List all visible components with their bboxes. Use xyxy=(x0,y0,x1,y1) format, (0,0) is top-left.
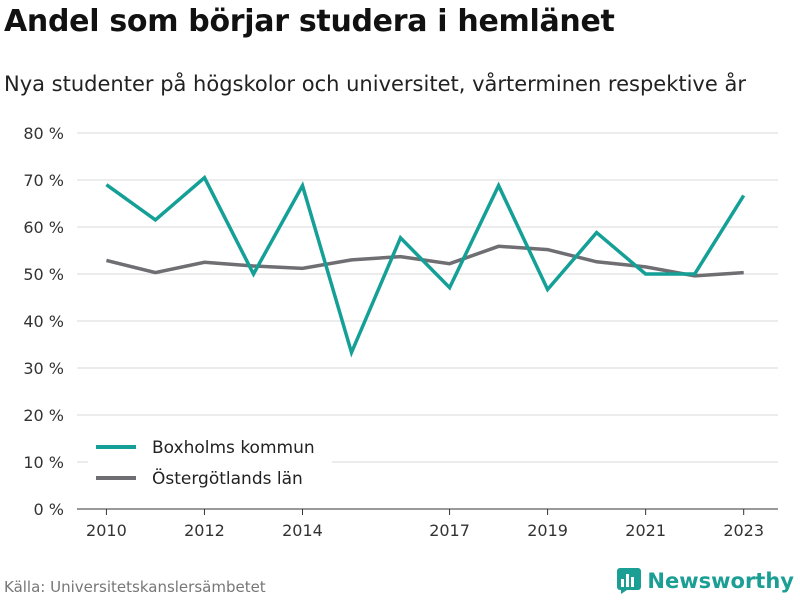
legend-label: Boxholms kommun xyxy=(152,438,315,458)
source-note: Källa: Universitetskanslersämbetet xyxy=(4,578,266,596)
brand-logo: Newsworthy xyxy=(617,568,794,594)
x-tick-label: 2019 xyxy=(527,521,568,540)
x-tick-label: 2017 xyxy=(429,521,470,540)
y-tick-label: 80 % xyxy=(23,124,64,143)
y-tick-label: 40 % xyxy=(23,312,64,331)
y-tick-label: 70 % xyxy=(23,171,64,190)
bar-chart-logo-icon xyxy=(617,568,642,594)
chart-title: Andel som börjar studera i hemlänet xyxy=(4,4,615,39)
series-line-boxholm xyxy=(105,174,746,358)
y-tick-label: 0 % xyxy=(34,500,64,519)
y-tick-label: 30 % xyxy=(23,359,64,378)
y-tick-label: 20 % xyxy=(23,406,64,425)
x-tick-label: 2021 xyxy=(625,521,666,540)
x-tick-label: 2010 xyxy=(86,521,127,540)
x-tick-label: 2023 xyxy=(723,521,764,540)
legend-label: Östergötlands län xyxy=(152,467,303,489)
brand-name: Newsworthy xyxy=(647,569,794,593)
y-tick-label: 10 % xyxy=(23,453,64,472)
y-tick-label: 50 % xyxy=(23,265,64,284)
line-chart: 0 % 10 % 20 % 30 % 40 % 50 % 60 % 70 % 80 % 2010 2… xyxy=(23,124,778,540)
x-tick-label: 2012 xyxy=(184,521,225,540)
chart-subtitle: Nya studenter på högskolor och universit… xyxy=(4,72,746,96)
y-tick-label: 60 % xyxy=(23,218,64,237)
x-tick-label: 2014 xyxy=(282,521,323,540)
legend-box xyxy=(88,432,332,494)
